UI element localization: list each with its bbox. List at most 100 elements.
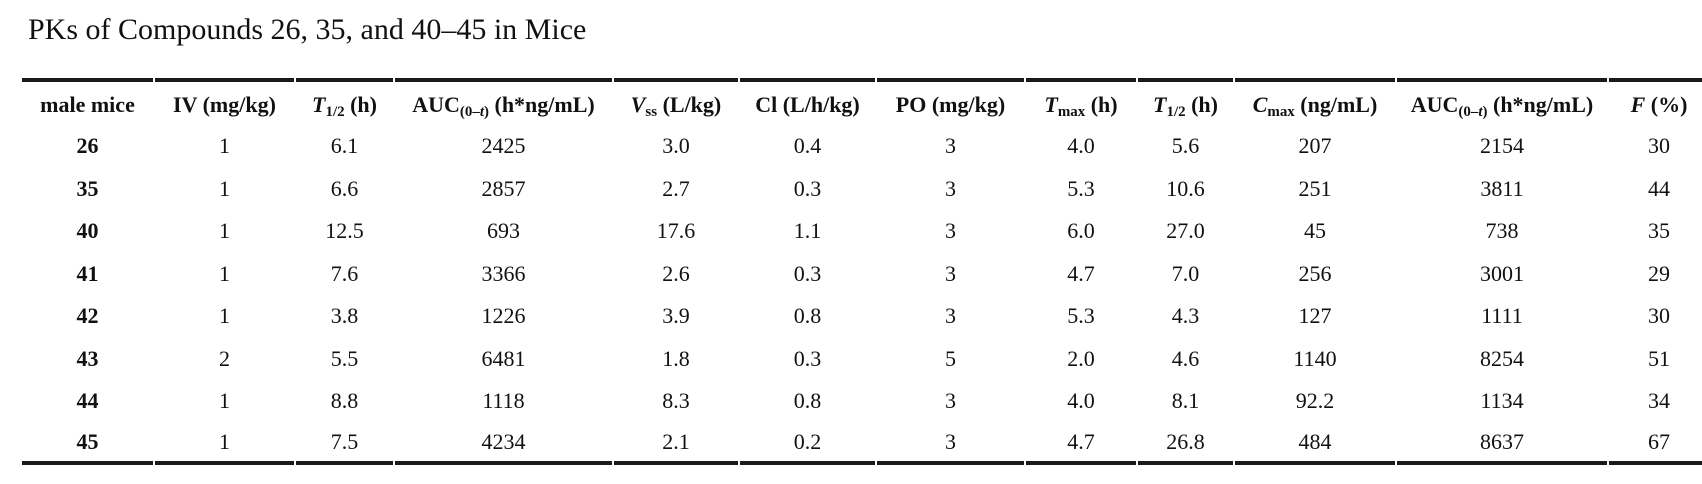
value-cell: 0.4 <box>793 133 822 159</box>
value-cell: 7.5 <box>296 423 393 465</box>
value-cell: 1 <box>219 388 230 414</box>
column-header-iv-auc: AUC(0–t) (h*ng/mL) <box>395 78 612 125</box>
column-header-po-dose: PO (mg/kg) <box>877 78 1024 125</box>
value-cell: 3.0 <box>662 133 690 159</box>
column-header-male-mice: male mice <box>22 78 153 125</box>
value-cell: 1134 <box>1480 388 1524 414</box>
value-cell: 10.6 <box>1166 175 1205 201</box>
value-cell: 0.8 <box>793 303 822 329</box>
value-cell: 127 <box>1298 303 1332 329</box>
value-cell: 484 <box>1235 423 1395 465</box>
value-cell: 2 <box>219 345 230 371</box>
value-cell: 5.6 <box>1171 133 1200 159</box>
value-cell: 4.0 <box>1067 133 1095 159</box>
header-row: male mice IV (mg/kg) T1/2 (h) AUC(0–t) (h*n… <box>22 78 1702 125</box>
value-cell: 0.3 <box>793 175 822 201</box>
compound-id: 40 <box>76 218 99 244</box>
value-cell: 6481 <box>481 345 526 371</box>
compound-id: 35 <box>76 175 99 201</box>
compound-id: 44 <box>76 388 99 414</box>
value-cell: 5.3 <box>1067 303 1095 329</box>
column-header-tmax: Tmax (h) <box>1026 78 1136 125</box>
table-row-42: 42 1 3.8 1226 3.9 0.8 3 5.3 4.3 127 1111 30 <box>22 295 1702 338</box>
value-cell: 2425 <box>481 133 526 159</box>
value-cell: 3 <box>945 388 956 414</box>
value-cell: 6.6 <box>330 175 359 201</box>
value-cell: 7.0 <box>1171 260 1200 286</box>
compound-id: 41 <box>76 260 99 286</box>
table-title: PKs of Compounds 26, 35, and 40–45 in Mi… <box>28 13 587 46</box>
table-row-43: 43 2 5.5 6481 1.8 0.3 5 2.0 4.6 1140 8254 51 <box>22 338 1702 381</box>
value-cell: 0.3 <box>793 260 822 286</box>
compound-id: 26 <box>76 133 99 159</box>
value-cell: 4234 <box>395 423 612 465</box>
value-cell: 5.5 <box>330 345 359 371</box>
value-cell: 29 <box>1648 260 1670 286</box>
value-cell: 3.9 <box>662 303 690 329</box>
value-cell: 1 <box>155 423 294 465</box>
value-cell: 738 <box>1485 218 1519 244</box>
value-cell: 51 <box>1648 345 1670 371</box>
value-cell: 3 <box>945 260 956 286</box>
value-cell: 3 <box>877 423 1024 465</box>
table-row-35: 35 1 6.6 2857 2.7 0.3 3 5.3 10.6 251 3811 44 <box>22 168 1702 211</box>
table-row-40: 40 1 12.5 693 17.6 1.1 3 6.0 27.0 45 738 35 <box>22 210 1702 253</box>
value-cell: 3 <box>945 133 956 159</box>
column-header-cmax: Cmax (ng/mL) <box>1235 78 1395 125</box>
value-cell: 8637 <box>1397 423 1607 465</box>
column-header-vss: Vss (L/kg) <box>614 78 738 125</box>
value-cell: 1118 <box>482 388 525 414</box>
column-header-po-t-half: T1/2 (h) <box>1138 78 1233 125</box>
value-cell: 6.1 <box>330 133 359 159</box>
value-cell: 8.8 <box>330 388 359 414</box>
value-cell: 2154 <box>1480 133 1524 159</box>
value-cell: 0.8 <box>793 388 822 414</box>
value-cell: 26.8 <box>1138 423 1233 465</box>
value-cell: 1 <box>219 260 230 286</box>
value-cell: 2.0 <box>1067 345 1095 371</box>
compound-id: 45 <box>22 423 153 465</box>
value-cell: 6.0 <box>1067 218 1095 244</box>
value-cell: 1.1 <box>793 218 822 244</box>
value-cell: 30 <box>1648 133 1670 159</box>
value-cell: 4.7 <box>1067 260 1095 286</box>
value-cell: 1226 <box>481 303 526 329</box>
value-cell: 207 <box>1298 133 1332 159</box>
compound-id: 43 <box>76 345 99 371</box>
value-cell: 4.7 <box>1026 423 1136 465</box>
value-cell: 7.6 <box>330 260 359 286</box>
column-header-cl: Cl (L/h/kg) <box>740 78 875 125</box>
value-cell: 1 <box>219 218 230 244</box>
value-cell: 251 <box>1298 175 1332 201</box>
value-cell: 2857 <box>481 175 526 201</box>
table-row-44: 44 1 8.8 1118 8.3 0.8 3 4.0 8.1 92.2 1134 34 <box>22 380 1702 423</box>
value-cell: 4.3 <box>1171 303 1200 329</box>
value-cell: 1140 <box>1293 345 1337 371</box>
value-cell: 3 <box>945 218 956 244</box>
value-cell: 34 <box>1648 388 1670 414</box>
value-cell: 27.0 <box>1166 218 1205 244</box>
value-cell: 8254 <box>1480 345 1524 371</box>
value-cell: 4.0 <box>1067 388 1095 414</box>
value-cell: 67 <box>1609 423 1702 465</box>
value-cell: 2.7 <box>662 175 690 201</box>
value-cell: 0.3 <box>793 345 822 371</box>
value-cell: 256 <box>1298 260 1332 286</box>
table-row-26: 26 1 6.1 2425 3.0 0.4 3 4.0 5.6 207 2154 30 <box>22 125 1702 168</box>
value-cell: 45 <box>1304 218 1326 244</box>
value-cell: 3 <box>945 303 956 329</box>
value-cell: 5.3 <box>1067 175 1095 201</box>
value-cell: 8.3 <box>662 388 690 414</box>
value-cell: 2.1 <box>614 423 738 465</box>
value-cell: 4.6 <box>1171 345 1200 371</box>
value-cell: 3001 <box>1480 260 1524 286</box>
value-cell: 17.6 <box>656 218 696 244</box>
column-header-iv-t-half: T1/2 (h) <box>296 78 393 125</box>
value-cell: 1.8 <box>662 345 690 371</box>
table-row-41: 41 1 7.6 3366 2.6 0.3 3 4.7 7.0 256 3001 29 <box>22 253 1702 296</box>
value-cell: 3366 <box>481 260 526 286</box>
column-header-f-percent: F (%) <box>1609 78 1702 125</box>
value-cell: 1111 <box>1481 303 1523 329</box>
value-cell: 44 <box>1648 175 1670 201</box>
